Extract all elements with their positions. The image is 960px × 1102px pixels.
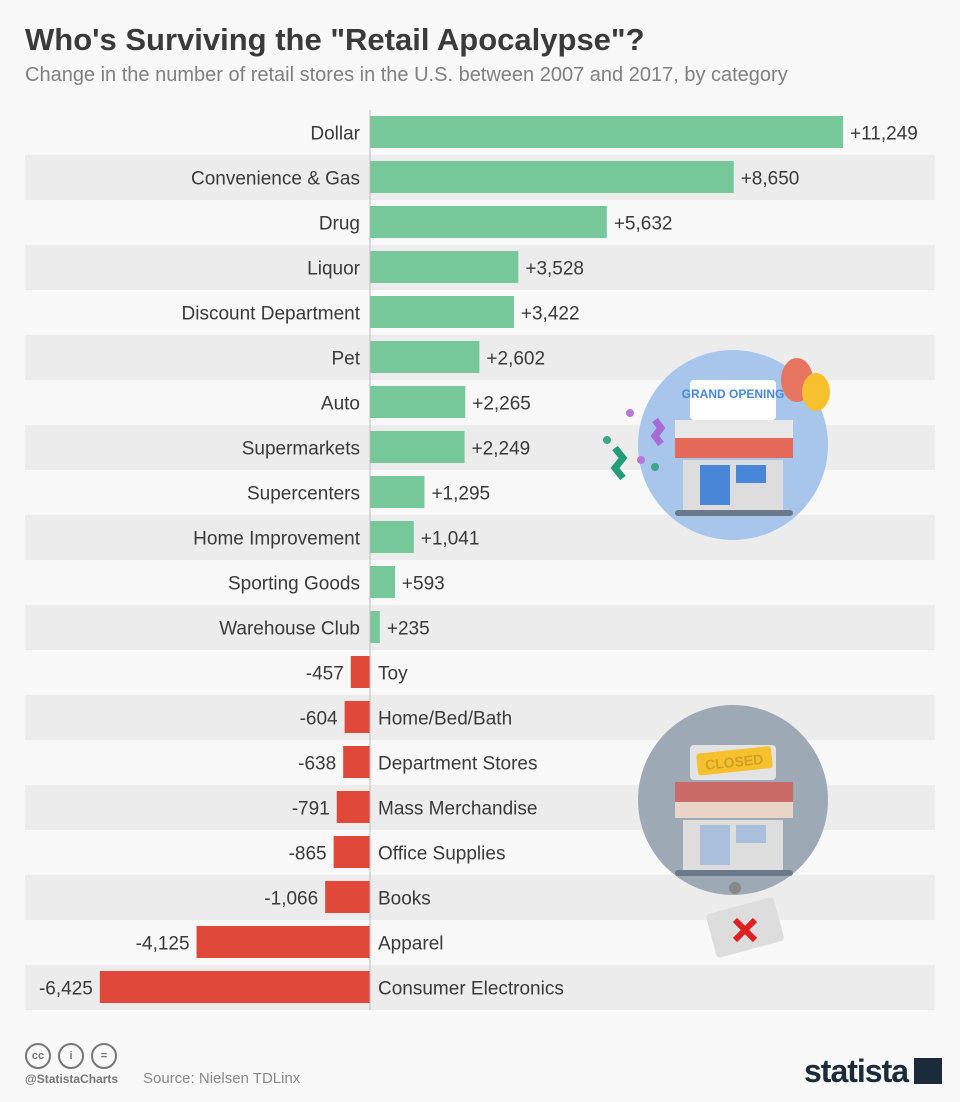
category-label: Office Supplies <box>378 844 505 865</box>
value-label: -791 <box>292 799 330 820</box>
bar <box>343 746 370 778</box>
bar <box>370 431 465 463</box>
category-label: Dollar <box>310 124 360 145</box>
closed-sign-text: CLOSED <box>704 751 764 773</box>
statista-charts-handle[interactable]: @StatistaCharts <box>25 1072 119 1086</box>
value-label: -865 <box>289 844 327 865</box>
source-note: Source: Nielsen TDLinx <box>143 1070 301 1087</box>
category-label: Consumer Electronics <box>378 979 564 1000</box>
category-label: Discount Department <box>182 304 361 325</box>
bar <box>336 791 370 823</box>
value-label: -638 <box>298 754 336 775</box>
row-stripe <box>25 875 935 920</box>
bar <box>344 701 370 733</box>
value-label: +3,422 <box>521 304 580 325</box>
opening-sign-text: GRAND OPENING <box>682 387 785 401</box>
category-label: Sporting Goods <box>228 574 360 595</box>
value-label: -1,066 <box>264 889 318 910</box>
value-label: -4,125 <box>136 934 190 955</box>
chart-title: Who's Surviving the "Retail Apocalypse"? <box>25 22 645 57</box>
value-label: +8,650 <box>741 169 800 190</box>
category-label: Convenience & Gas <box>191 169 360 190</box>
value-label: +11,249 <box>850 124 918 145</box>
category-label: Home Improvement <box>193 529 361 550</box>
grand-opening-illustration: GRAND OPENING <box>603 350 830 540</box>
no-derivatives-icon: = <box>91 1043 117 1069</box>
category-label: Drug <box>319 214 360 235</box>
category-label: Auto <box>321 394 360 415</box>
category-label: Department Stores <box>378 754 537 775</box>
category-label: Apparel <box>378 934 444 955</box>
category-label: Liquor <box>307 259 360 280</box>
row-stripe <box>25 605 935 650</box>
value-label: -6,425 <box>39 979 93 1000</box>
bar <box>370 566 395 598</box>
value-label: +2,249 <box>472 439 531 460</box>
bar <box>196 926 370 958</box>
category-label: Home/Bed/Bath <box>378 709 512 730</box>
bar <box>370 386 466 418</box>
statista-logo-icon <box>914 1058 943 1084</box>
statista-logo[interactable]: statista <box>804 1053 943 1090</box>
value-label: +5,632 <box>614 214 673 235</box>
bar <box>99 971 371 1003</box>
category-label: Toy <box>378 664 408 685</box>
value-label: -457 <box>306 664 344 685</box>
category-label: Mass Merchandise <box>378 799 537 820</box>
bar <box>370 251 519 283</box>
value-label: +2,265 <box>472 394 531 415</box>
bar <box>370 116 843 148</box>
category-label: Books <box>378 889 431 910</box>
bar <box>325 881 370 913</box>
value-label: +235 <box>387 619 430 640</box>
value-label: +3,528 <box>525 259 584 280</box>
category-label: Supercenters <box>247 484 360 505</box>
category-label: Pet <box>331 349 360 370</box>
bar <box>370 206 607 238</box>
attribution-icon: i <box>58 1043 84 1069</box>
bar <box>370 476 425 508</box>
bar <box>370 341 480 373</box>
illustrations: GRAND OPENING CLOSED <box>603 350 830 958</box>
category-label: Warehouse Club <box>219 619 360 640</box>
value-label: +593 <box>402 574 445 595</box>
chart-subtitle: Change in the number of retail stores in… <box>25 64 788 86</box>
category-label: Supermarkets <box>242 439 360 460</box>
cc-license-icon: cc <box>25 1043 51 1069</box>
value-label: +1,295 <box>431 484 490 505</box>
bar <box>350 656 370 688</box>
bar <box>370 161 734 193</box>
value-label: +2,602 <box>486 349 545 370</box>
closed-store-illustration: CLOSED <box>638 705 828 958</box>
value-label: +1,041 <box>421 529 480 550</box>
bar <box>370 611 380 643</box>
logo-text: statista <box>804 1053 909 1089</box>
bar <box>370 521 414 553</box>
value-label: -604 <box>300 709 338 730</box>
bar <box>333 836 370 868</box>
bar <box>370 296 514 328</box>
